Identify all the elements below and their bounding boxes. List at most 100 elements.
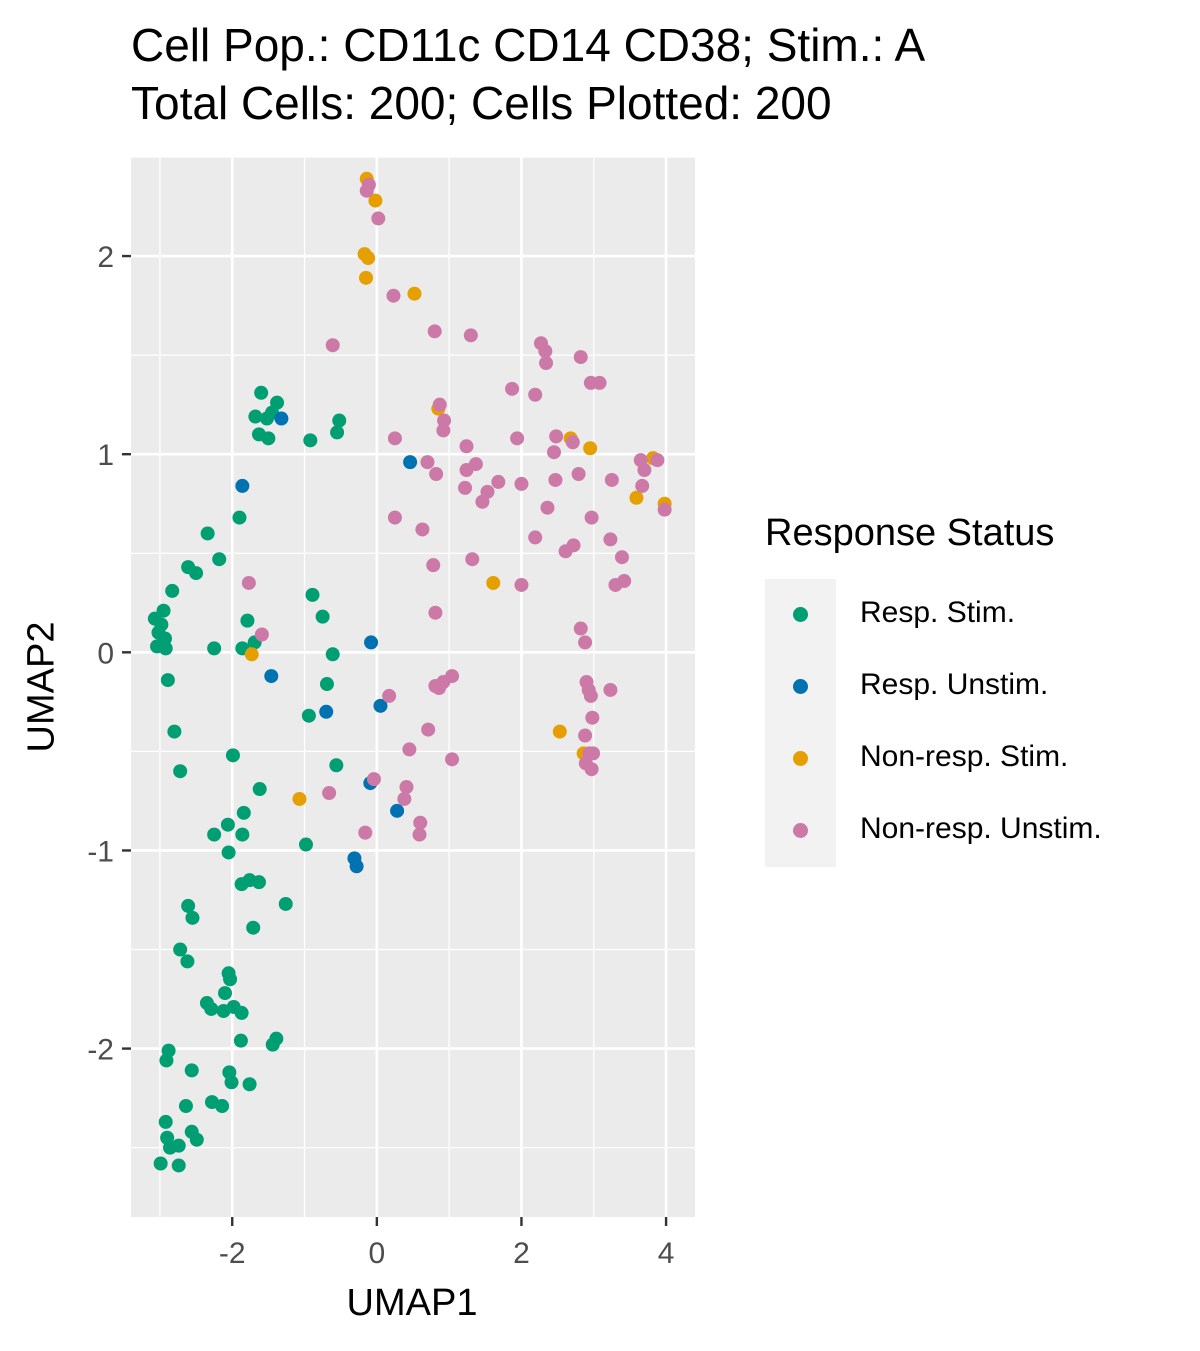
point-non-resp-unstim — [573, 621, 588, 636]
point-resp-stim — [329, 758, 344, 773]
point-non-resp-unstim — [491, 474, 506, 489]
point-non-resp-unstim — [445, 752, 460, 767]
point-resp-stim — [207, 827, 222, 842]
point-resp-stim — [236, 805, 251, 820]
point-resp-stim — [159, 1053, 174, 1068]
legend-item-non-resp-unstim: Non-resp. Unstim. — [765, 795, 1165, 867]
point-resp-stim — [232, 510, 247, 525]
point-non-resp-unstim — [421, 722, 436, 737]
x-axis-ticks: -2 0 2 4 — [219, 1217, 675, 1270]
point-resp-stim — [225, 748, 240, 763]
point-resp-stim — [173, 764, 188, 779]
chart-title: Cell Pop.: CD11c CD14 CD38; Stim.: A — [131, 19, 926, 71]
point-non-resp-unstim — [427, 324, 442, 339]
point-non-resp-unstim — [571, 467, 586, 482]
point-non-resp-unstim — [548, 472, 563, 487]
point-non-resp-unstim — [514, 577, 529, 592]
point-non-resp-unstim — [387, 510, 402, 525]
point-non-resp-unstim — [366, 772, 381, 787]
point-resp-stim — [167, 724, 182, 739]
point-resp-stim — [278, 896, 293, 911]
legend-keys: Resp. Stim. Resp. Unstim. Non-resp. Stim. N… — [765, 579, 1165, 867]
point-non-resp-unstim — [412, 827, 427, 842]
x-tick-label: 0 — [369, 1237, 386, 1270]
point-non-resp-unstim — [458, 480, 473, 495]
legend-item-resp-unstim: Resp. Unstim. — [765, 651, 1165, 723]
point-non-resp-unstim — [573, 350, 588, 365]
point-resp-unstim — [235, 478, 250, 493]
point-non-resp-unstim — [359, 183, 374, 198]
point-resp-unstim — [364, 635, 379, 650]
point-resp-stim — [221, 845, 236, 860]
point-non-resp-unstim — [420, 455, 435, 470]
point-resp-stim — [235, 827, 250, 842]
point-non-resp-stim — [359, 270, 373, 285]
point-resp-stim — [298, 837, 313, 852]
legend-label: Non-resp. Stim. — [860, 740, 1069, 773]
legend-key — [765, 579, 836, 651]
point-non-resp-unstim — [371, 211, 386, 226]
point-non-resp-unstim — [586, 746, 601, 761]
legend-title: Response Status — [765, 512, 1055, 554]
point-non-resp-unstim — [538, 344, 553, 359]
point-resp-stim — [185, 910, 200, 925]
point-resp-stim — [305, 587, 320, 602]
point-non-resp-unstim — [241, 575, 256, 590]
point-non-resp-unstim — [584, 510, 599, 525]
point-non-resp-unstim — [397, 791, 412, 806]
point-non-resp-unstim — [603, 682, 618, 697]
x-tick-label: 4 — [658, 1237, 675, 1270]
point-resp-stim — [173, 942, 188, 957]
point-non-resp-stim — [486, 575, 501, 590]
point-resp-stim — [204, 1001, 219, 1016]
point-resp-stim — [207, 641, 222, 656]
point-non-resp-unstim — [578, 728, 593, 743]
point-resp-stim — [246, 920, 261, 935]
legend-dot-resp-unstim — [793, 679, 808, 694]
point-non-resp-unstim — [558, 544, 573, 559]
y-tick-label: -1 — [87, 835, 114, 868]
point-resp-stim — [234, 1005, 249, 1020]
point-non-resp-unstim — [432, 680, 447, 695]
legend-label: Resp. Unstim. — [860, 668, 1049, 701]
point-non-resp-unstim — [528, 530, 543, 545]
point-resp-stim — [220, 817, 235, 832]
point-non-resp-stim — [244, 647, 259, 662]
point-non-resp-stim — [407, 286, 422, 301]
point-resp-stim — [178, 1099, 193, 1114]
y-axis-ticks: -2 -1 0 1 2 — [87, 241, 131, 1067]
y-axis-title: UMAP2 — [20, 621, 63, 753]
minor-gridlines — [131, 156, 695, 1217]
point-resp-unstim — [264, 669, 279, 684]
point-resp-stim — [165, 583, 180, 598]
point-resp-stim — [223, 972, 238, 987]
x-axis-title: UMAP1 — [346, 1282, 478, 1324]
point-resp-stim — [160, 673, 175, 688]
point-resp-unstim — [349, 859, 364, 874]
point-non-resp-stim — [292, 791, 307, 806]
point-non-resp-unstim — [382, 688, 397, 703]
legend-label: Non-resp. Unstim. — [860, 812, 1102, 845]
legend-key — [765, 795, 836, 867]
point-resp-stim — [171, 1158, 186, 1173]
point-resp-stim — [248, 409, 263, 424]
point-non-resp-unstim — [578, 635, 593, 650]
point-non-resp-unstim — [445, 669, 460, 684]
point-non-resp-unstim — [254, 627, 269, 642]
point-resp-stim — [303, 433, 318, 448]
point-non-resp-unstim — [413, 815, 428, 830]
point-resp-stim — [180, 954, 195, 969]
legend: Response Status Resp. Stim. Resp. Unstim.… — [765, 512, 1165, 867]
point-resp-stim — [224, 1075, 239, 1090]
x-tick-label: -2 — [219, 1237, 246, 1270]
point-resp-stim — [261, 431, 276, 446]
point-non-resp-unstim — [650, 453, 665, 468]
point-non-resp-unstim — [475, 494, 490, 509]
point-resp-stim — [240, 613, 255, 628]
data-points — [147, 171, 672, 1173]
point-resp-stim — [153, 1156, 168, 1171]
legend-item-non-resp-stim: Non-resp. Stim. — [765, 723, 1165, 795]
point-non-resp-unstim — [549, 429, 564, 444]
point-non-resp-unstim — [614, 550, 629, 565]
